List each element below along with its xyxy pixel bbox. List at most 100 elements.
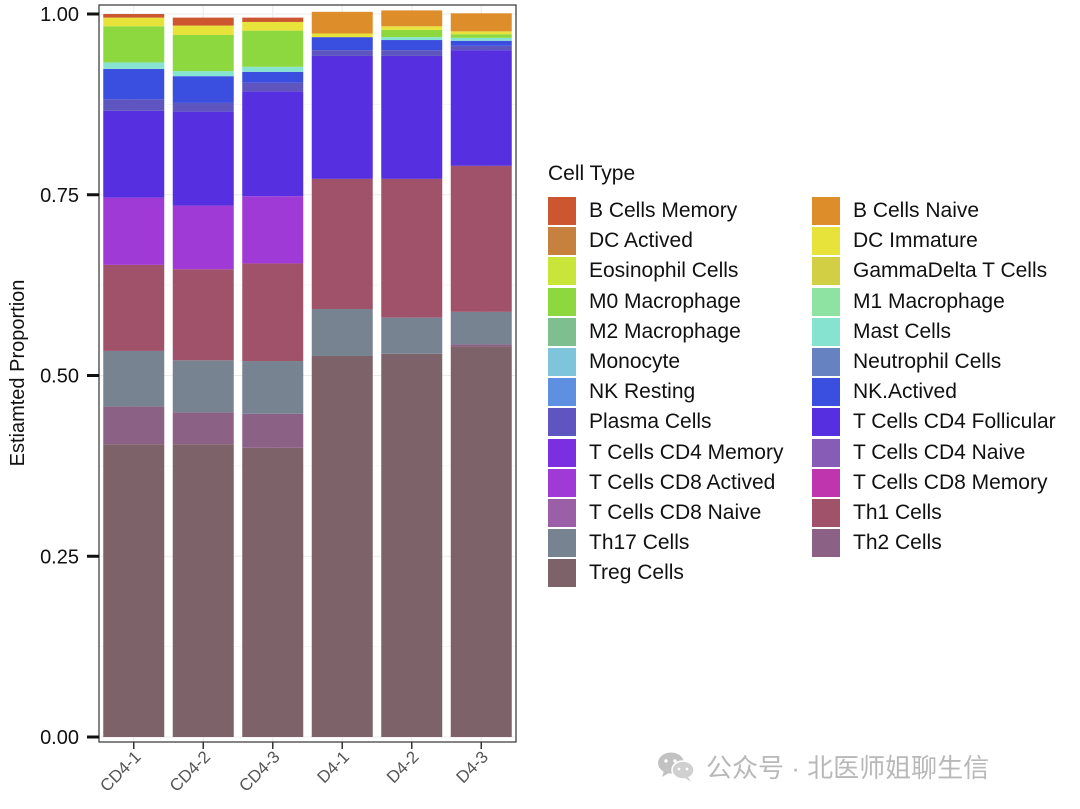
legend-swatch (548, 529, 576, 558)
bar-segment (450, 37, 512, 41)
bar-segment (242, 21, 304, 31)
bar-segment (242, 30, 304, 67)
legend-label: Mast Cells (853, 319, 952, 343)
bar-segment (450, 40, 512, 46)
bar-stacks (103, 10, 512, 737)
y-axis-title: Estiamted Proportion (7, 280, 29, 467)
legend-label: DC Actived (589, 229, 693, 253)
bar-segment (172, 360, 234, 413)
bar-segment (450, 344, 512, 347)
legend-label: Th1 Cells (853, 500, 942, 524)
bar-segment (242, 263, 304, 362)
bar-segment (450, 165, 512, 312)
bar-segment (103, 350, 165, 407)
legend-item: Eosinophil Cells (548, 256, 783, 286)
legend-swatch (548, 378, 576, 407)
legend-swatch (548, 408, 576, 437)
bar-segment (242, 413, 304, 448)
legend-item: T Cells CD8 Memory (812, 468, 1056, 498)
legend-item: DC Actived (548, 226, 783, 256)
legend-item: NK.Actived (812, 377, 1056, 407)
bar-segment (311, 308, 373, 356)
legend-item: Th17 Cells (548, 528, 783, 558)
bar-segment (103, 99, 165, 111)
bar-segment (242, 66, 304, 72)
bar-segment (381, 178, 443, 318)
bar-segment (450, 34, 512, 38)
bar-segment (172, 269, 234, 361)
bar-segment (103, 110, 165, 198)
legend-label: B Cells Naive (853, 199, 980, 223)
legend-label: Th2 Cells (853, 531, 942, 555)
bar-segment (172, 76, 234, 103)
x-tick-label: CD4-2 (166, 747, 214, 795)
bar-segment (311, 37, 373, 51)
bar-segment (450, 50, 512, 166)
legend-swatch (812, 408, 840, 437)
stacked-bar-chart: 0.00 0.25 0.50 0.75 1.00 CD4-1 CD4-2 CD4-3 D4-1… (7, 4, 517, 796)
legend-swatch (812, 468, 840, 497)
legend-item: T Cells CD4 Naive (812, 438, 1056, 468)
legend-label: T Cells CD4 Naive (853, 440, 1026, 464)
bar-segment (103, 406, 165, 445)
bar-segment (381, 40, 443, 51)
bar-segment (103, 62, 165, 69)
legend-label: T Cells CD4 Follicular (853, 410, 1056, 434)
legend-swatch (548, 438, 576, 467)
bar-segment (311, 11, 373, 34)
legend-swatch (548, 257, 576, 286)
legend-swatch (812, 438, 840, 467)
legend-swatch (812, 287, 840, 316)
legend-label: T Cells CD8 Actived (589, 470, 776, 494)
y-tick-label: 0.25 (40, 546, 79, 568)
legend-label: NK Resting (589, 380, 696, 404)
legend-label: T Cells CD4 Memory (589, 440, 784, 464)
bar-segment (381, 29, 443, 38)
y-tick-label: 0.50 (40, 366, 79, 388)
bar-segment (242, 82, 304, 92)
bar-segment (242, 196, 304, 264)
legend-item: M2 Macrophage (548, 317, 783, 347)
y-tick-label: 0.75 (40, 185, 79, 207)
legend-column-1: B Cells Memory DC Actived Eosinophil Cells… (548, 196, 783, 588)
legend-label: Monocyte (589, 350, 681, 374)
legend-label: M2 Macrophage (589, 319, 741, 343)
watermark-text: 公众号 · 北医师姐聊生信 (706, 753, 990, 783)
bar-segment (381, 50, 443, 56)
bar-segment (381, 26, 443, 30)
legend-title: Cell Type (548, 162, 636, 185)
legend-column-2: B Cells Naive DC Immature GammaDelta T Cel… (812, 196, 1056, 558)
bar-segment (242, 447, 304, 737)
bar-segment (242, 71, 304, 83)
bar-segment (242, 17, 304, 22)
legend-swatch (548, 287, 576, 316)
x-tick-label: D4-2 (383, 747, 422, 786)
legend-item: Treg Cells (548, 558, 783, 588)
bar-segment (103, 68, 165, 100)
legend-label: M1 Macrophage (853, 289, 1005, 313)
bar-segment (242, 361, 304, 414)
bar-segment (311, 33, 373, 38)
legend-item: Mast Cells (812, 317, 1056, 347)
legend-swatch (548, 197, 576, 226)
legend-item: T Cells CD4 Memory (548, 438, 783, 468)
bar-segment (311, 355, 373, 737)
legend-item: M0 Macrophage (548, 287, 783, 317)
bar-segment (450, 311, 512, 345)
legend-swatch (548, 348, 576, 377)
legend-item: Th2 Cells (812, 528, 1056, 558)
bar-segment (172, 17, 234, 26)
legend-label: Treg Cells (589, 561, 684, 585)
legend-item: Monocyte (548, 347, 783, 377)
bar-segment (172, 111, 234, 206)
legend-label: Plasma Cells (589, 410, 712, 434)
legend-swatch (812, 378, 840, 407)
bar-segment (381, 55, 443, 179)
legend-item: Plasma Cells (548, 407, 783, 437)
legend-label: GammaDelta T Cells (853, 259, 1048, 283)
legend-swatch (812, 197, 840, 226)
bar-segment (172, 412, 234, 445)
y-tick-label: 1.00 (40, 4, 79, 26)
legend-item: NK Resting (548, 377, 783, 407)
bar-segment (381, 353, 443, 737)
